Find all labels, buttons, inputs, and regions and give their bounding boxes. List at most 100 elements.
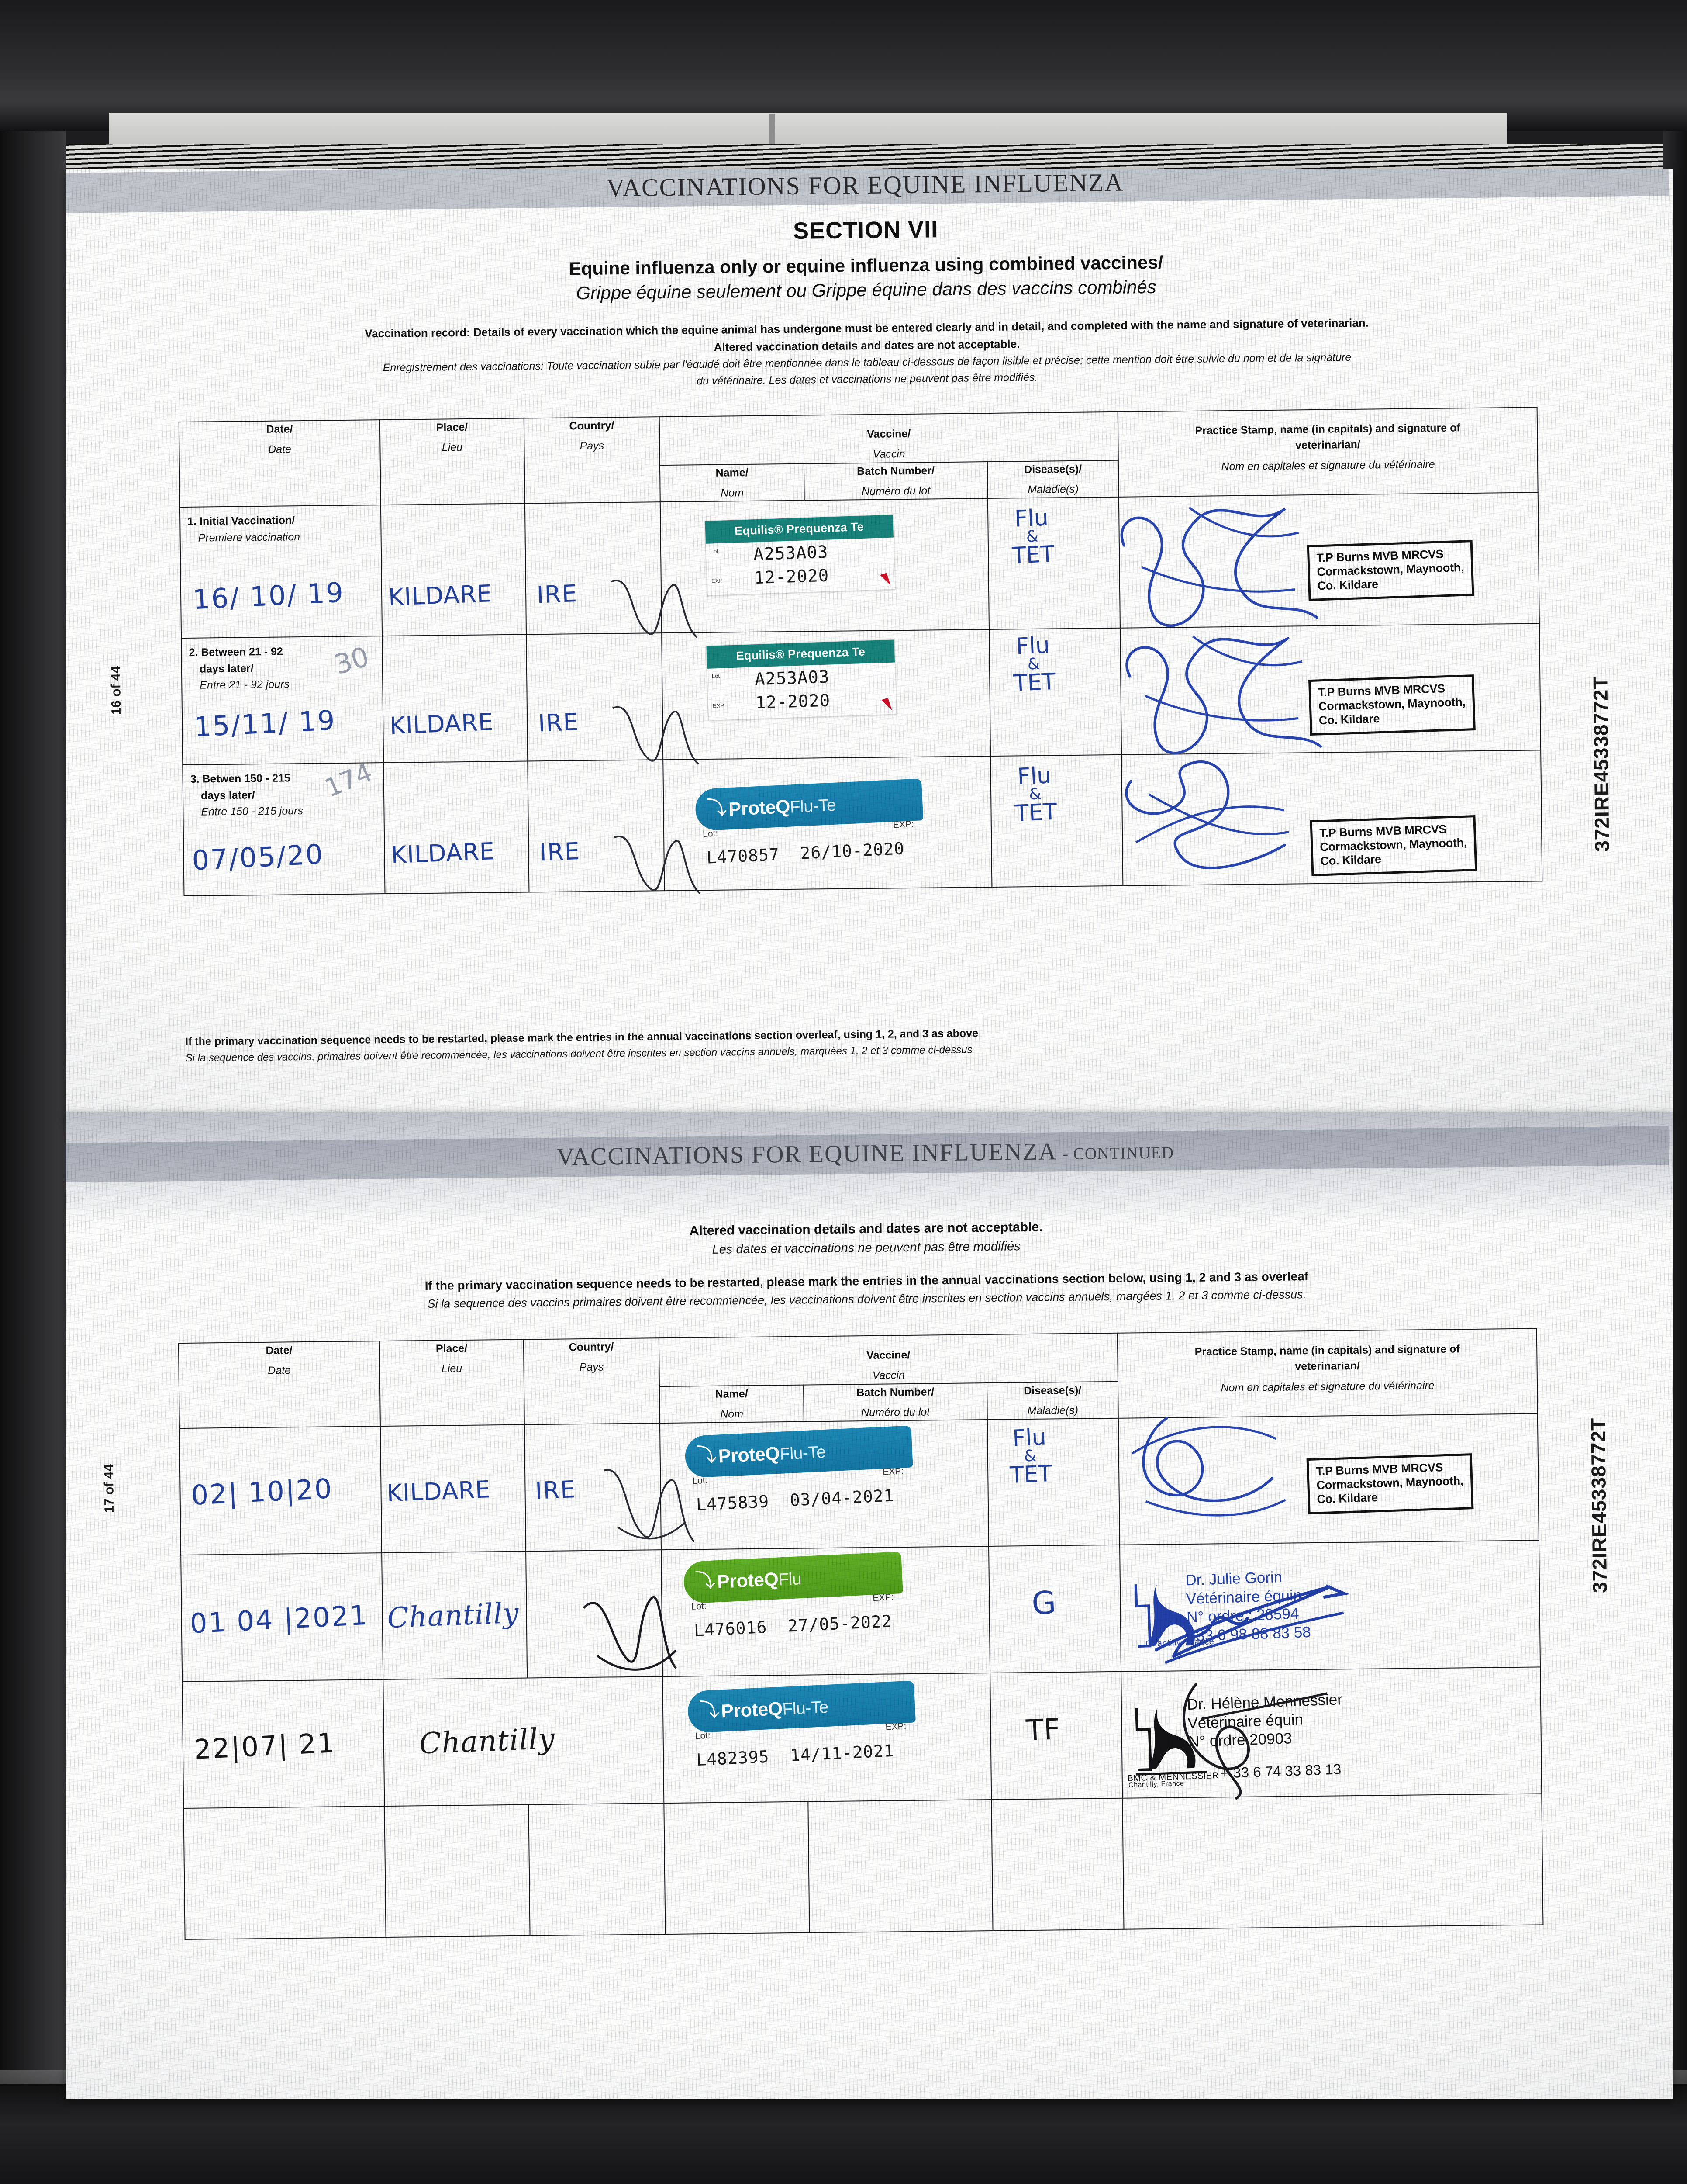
header-diseases: Disease(s)/ Maladie(s) bbox=[987, 1381, 1118, 1420]
cell-vaccine-1: Equilis® Prequenza Te Lot EXP A253A03 12… bbox=[660, 498, 990, 633]
header-country: Country/ Pays bbox=[523, 1338, 660, 1425]
header-vaccine: Vaccine/ Vaccin bbox=[659, 1333, 1118, 1386]
vet-stamp-julie-gorin: Dr. Julie Gorin Vétérinaire équin N° ord… bbox=[1134, 1567, 1311, 1649]
table-row: 2. Between 21 - 92 days later/ Entre 21 … bbox=[181, 623, 1541, 765]
cell-vaccine-2: Equilis® Prequenza Te Lot EXP A253A03 12… bbox=[662, 629, 991, 760]
table-row: 02| 10|20 KILDARE IRE bbox=[179, 1413, 1539, 1555]
cell-place-1: KILDARE bbox=[380, 503, 527, 636]
droplet-icon: ⤵ bbox=[696, 1443, 717, 1467]
sticker-batch-and-expiry: L482395 14/11-2021 bbox=[696, 1741, 895, 1770]
cell-stamp-2: T.P Burns MVB MRCVS Cormackstown, Maynoo… bbox=[1120, 623, 1541, 755]
cell-place-a3: Chantilly bbox=[383, 1676, 664, 1807]
cell-date-a1: 02| 10|20 bbox=[179, 1426, 382, 1555]
sticker-batch-number: A253A03 bbox=[754, 667, 830, 690]
cell-row-label-1: 1. Initial Vaccination/ Premiere vaccina… bbox=[179, 505, 383, 639]
vaccine-sticker-proteq: ⤵ ProteQFlu-Te Lot: EXP: L470857 26/10-2… bbox=[694, 778, 924, 867]
scanner-strip-seam bbox=[769, 114, 775, 154]
cell-diseases-1: Flu & TET bbox=[987, 497, 1121, 630]
red-pull-tab-icon bbox=[881, 698, 892, 712]
header-vaccine-name: Name/ Nom bbox=[659, 463, 804, 502]
vaccine-sticker-equilis: Equilis® Prequenza Te Lot EXP A253A03 12… bbox=[706, 639, 897, 721]
vaccine-sticker-proteq: ⤵ ProteQFlu Lot: EXP: L476016 27/05-2022 bbox=[683, 1552, 903, 1640]
handwritten-place: KILDARE bbox=[387, 580, 493, 612]
sticker-cap-bar: ⤵ ProteQFlu-Te bbox=[684, 1425, 913, 1479]
cell-country-a2 bbox=[526, 1550, 677, 1678]
sticker-exp-caption: EXP: bbox=[882, 1466, 904, 1477]
cell-place-3: KILDARE bbox=[383, 761, 529, 894]
handwritten-date: 16/ 10/ 19 bbox=[192, 576, 345, 616]
header-country: Country/ Pays bbox=[524, 417, 660, 504]
header-vaccine: Vaccine/ Vaccin bbox=[659, 411, 1118, 465]
handwritten-date: 22|07| 21 bbox=[193, 1727, 337, 1766]
cell-diseases-3: Flu & TET bbox=[990, 754, 1123, 888]
passport-page-16: VACCINATIONS FOR EQUINE INFLUENZA SECTIO… bbox=[66, 169, 1673, 1117]
handwritten-country: IRE bbox=[538, 708, 580, 737]
sticker-lot-caption: Lot bbox=[710, 547, 719, 555]
passport-identifier: 372IRE45338772T bbox=[1589, 676, 1614, 852]
sticker-expiry-date: 12-2020 bbox=[755, 691, 831, 713]
cell-row-label-3: 3. Betwen 150 - 215 days later/ Entre 15… bbox=[183, 757, 385, 896]
sticker-lot-caption: Lot: bbox=[692, 1475, 708, 1486]
header-batch-number: Batch Number/ Numéro du lot bbox=[803, 1382, 987, 1422]
cell-place-2: KILDARE bbox=[382, 634, 528, 763]
cell-country-a4 bbox=[528, 1803, 666, 1936]
page-number: 17 of 44 bbox=[101, 1464, 117, 1514]
sticker-brand-name: ProteQFlu bbox=[716, 1569, 802, 1593]
scanner-bed-top bbox=[0, 0, 1687, 131]
droplet-icon: ⤵ bbox=[694, 1569, 716, 1593]
table-header-row-1: Date/ Date Place/ Lieu Country/ Pays Vac… bbox=[178, 1328, 1538, 1429]
red-pull-tab-icon bbox=[880, 573, 891, 587]
handwritten-diseases: G bbox=[1031, 1584, 1057, 1622]
header-place: Place/ Lieu bbox=[379, 418, 525, 505]
cell-date-a3: 22|07| 21 bbox=[182, 1679, 385, 1809]
cell-stamp-a1: T.P Burns MVB MRCVS Cormackstown, Maynoo… bbox=[1118, 1413, 1539, 1545]
cell-vaccine-a3: ⤵ ProteQFlu-Te Lot: EXP: L482395 14/11-2… bbox=[662, 1673, 992, 1804]
handwritten-date: 02| 10|20 bbox=[190, 1472, 334, 1511]
sticker-lot-caption: Lot: bbox=[702, 828, 718, 840]
header-batch-number: Batch Number/ Numéro du lot bbox=[804, 461, 988, 501]
sticker-batch-and-expiry: L470857 26/10-2020 bbox=[706, 839, 905, 867]
section-label: SECTION VII bbox=[793, 216, 938, 244]
primary-vaccination-table: Date/ Date Place/ Lieu Country/ Pays Vac… bbox=[179, 407, 1543, 896]
cell-vaccine-name-a4 bbox=[664, 1801, 810, 1935]
handwritten-place: KILDARE bbox=[389, 708, 494, 740]
annual-vaccination-table: Date/ Date Place/ Lieu Country/ Pays Vac… bbox=[178, 1328, 1544, 1940]
sticker-exp-caption: EXP bbox=[711, 577, 723, 584]
vet-location: Chantilly, France bbox=[1128, 1780, 1184, 1789]
sticker-cap-bar: ⤵ ProteQFlu bbox=[683, 1552, 903, 1604]
cell-stamp-1: T.P Burns MVB MRCVS Cormackstown, Maynoo… bbox=[1118, 492, 1539, 628]
cell-vaccine-a2: ⤵ ProteQFlu Lot: EXP: L476016 27/05-2022 bbox=[661, 1546, 990, 1677]
cell-date-a2: 01 04 |2021 bbox=[181, 1553, 383, 1682]
sticker-lot-caption: Lot: bbox=[695, 1730, 711, 1742]
table-row: 22|07| 21 Chantilly ⤵ ProteQFlu-Te Lot: … bbox=[182, 1667, 1542, 1809]
practice-stamp-box: T.P Burns MVB MRCVS Cormackstown, Maynoo… bbox=[1308, 674, 1476, 736]
handwritten-country: IRE bbox=[535, 1475, 577, 1505]
vet-phone: + 33 6 74 33 83 13 bbox=[1220, 1761, 1342, 1781]
table-header-row-1: Date/ Date Place/ Lieu Country/ Pays Vac… bbox=[179, 407, 1538, 508]
table-row bbox=[183, 1794, 1543, 1940]
cell-country-a1: IRE bbox=[524, 1423, 695, 1552]
sticker-brand-name: ProteQFlu-Te bbox=[721, 1697, 829, 1722]
droplet-icon: ⤵ bbox=[698, 1698, 720, 1722]
header-date: Date/ Date bbox=[179, 420, 381, 508]
scanner-shadow-left bbox=[0, 131, 66, 2110]
handwritten-place: KILDARE bbox=[386, 1476, 491, 1507]
sticker-batch-and-expiry: L476016 27/05-2022 bbox=[693, 1611, 893, 1640]
cell-stamp-a2: Dr. Julie Gorin Vétérinaire équin N° ord… bbox=[1120, 1540, 1541, 1672]
header-diseases: Disease(s)/ Maladie(s) bbox=[987, 460, 1119, 499]
sticker-batch-and-expiry: L475839 03/04-2021 bbox=[696, 1486, 895, 1514]
passport-page-17: VACCINATIONS FOR EQUINE INFLUENZA - CONT… bbox=[66, 1112, 1673, 2099]
practice-stamp-box: T.P Burns MVB MRCVS Cormackstown, Maynoo… bbox=[1307, 540, 1474, 601]
table-row: 1. Initial Vaccination/ Premiere vaccina… bbox=[179, 492, 1539, 639]
header-practice-stamp: Practice Stamp, name (in capitals) and s… bbox=[1118, 407, 1538, 497]
cell-vaccine-3: ⤵ ProteQFlu-Te Lot: EXP: L470857 26/10-2… bbox=[663, 756, 992, 891]
sticker-lot-caption: Lot bbox=[711, 672, 720, 680]
sticker-exp-caption: EXP bbox=[712, 702, 724, 709]
handwritten-diseases: Flu & TET bbox=[1011, 505, 1055, 569]
cell-country-2: IRE bbox=[526, 633, 699, 765]
sticker-batch-number: A253A03 bbox=[753, 542, 829, 565]
handwritten-date: 01 04 |2021 bbox=[189, 1599, 369, 1640]
sticker-exp-caption: EXP: bbox=[893, 819, 914, 830]
practice-stamp-box: T.P Burns MVB MRCVS Cormackstown, Maynoo… bbox=[1306, 1453, 1474, 1514]
